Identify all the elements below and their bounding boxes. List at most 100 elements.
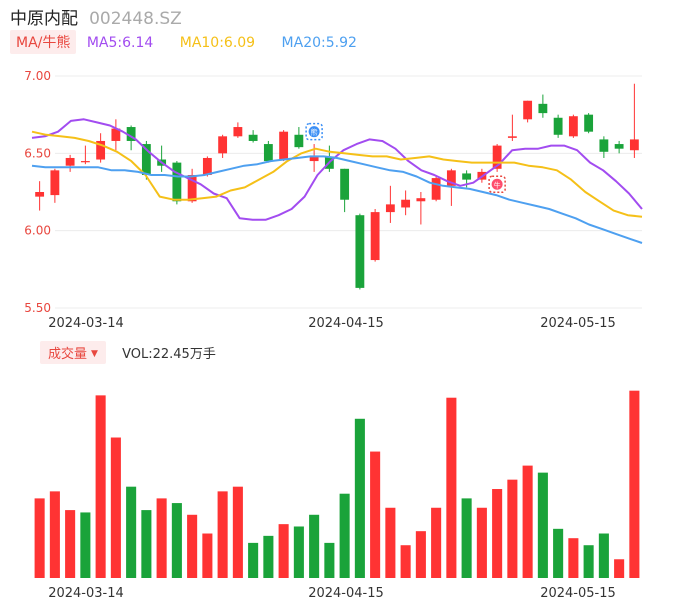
candle-body — [385, 204, 395, 213]
volume-bar — [34, 498, 45, 578]
y-tick-label: 7.00 — [24, 69, 51, 83]
volume-bar — [187, 514, 198, 578]
volume-bar — [476, 507, 487, 578]
candle-body — [126, 127, 136, 141]
volume-indicator-tag[interactable]: 成交量 ▼ — [40, 341, 106, 364]
volume-bar — [415, 531, 426, 578]
candle-body — [523, 100, 533, 120]
volume-bar — [614, 559, 625, 578]
volume-bar — [248, 542, 259, 578]
volume-bar — [156, 498, 167, 578]
volume-bar — [217, 491, 228, 578]
volume-bar — [370, 451, 381, 578]
volume-bar — [202, 533, 213, 578]
volume-bar — [553, 528, 564, 578]
volume-bar — [95, 395, 106, 578]
volume-bar — [110, 437, 121, 578]
ma10-label: MA10:6.09 — [179, 35, 256, 51]
candle-body — [279, 131, 289, 160]
ma10-line — [31, 130, 643, 218]
ma-indicator-tag[interactable]: MA/牛熊 — [10, 30, 77, 54]
volume-bar — [385, 507, 396, 578]
candle-body — [492, 145, 502, 169]
candle-body — [446, 170, 456, 186]
volume-bar — [431, 507, 442, 578]
candle-body — [431, 178, 441, 200]
candle-body — [65, 157, 75, 166]
candle-body — [401, 199, 411, 208]
volume-value: VOL:22.45万手 — [122, 347, 216, 362]
x-tick-label: 2024-04-15 — [308, 586, 384, 601]
ma-legend: MA/牛熊 MA5:6.14 MA10:6.09 MA20:5.92 — [10, 30, 379, 54]
volume-bar — [354, 418, 365, 578]
volume-bar — [583, 545, 594, 578]
candle-body — [584, 114, 594, 132]
volume-bar — [339, 493, 350, 578]
volume-bar — [126, 486, 137, 578]
candle-body — [416, 198, 426, 202]
candle-body — [187, 174, 197, 202]
x-tick-label: 2024-05-15 — [540, 586, 616, 601]
candle-body — [355, 215, 365, 288]
y-tick-label: 6.50 — [24, 146, 51, 160]
bear-marker-icon-label: 熊 — [311, 128, 318, 137]
volume-bar — [232, 486, 243, 578]
candle-body — [111, 128, 121, 141]
volume-bar — [537, 472, 548, 578]
volume-bar — [629, 390, 640, 578]
candle-body — [507, 136, 517, 138]
candle-body — [629, 139, 639, 151]
volume-bar — [568, 538, 579, 578]
candle-body — [172, 162, 182, 202]
volume-bar — [49, 491, 60, 578]
volume-bar — [598, 533, 609, 578]
x-tick-label: 2024-03-14 — [48, 316, 124, 331]
candle-body — [309, 156, 319, 162]
volume-bar — [309, 514, 320, 578]
volume-bar — [278, 524, 289, 578]
candle-body — [50, 170, 60, 196]
volume-bar — [263, 535, 274, 578]
candle-body — [294, 134, 304, 148]
volume-tag-label: 成交量 — [48, 347, 88, 362]
volume-bar — [446, 397, 457, 578]
candle-body — [80, 161, 90, 163]
stock-header: 中原内配 002448.SZ — [10, 4, 182, 29]
x-tick-label: 2024-03-14 — [48, 586, 124, 601]
price-chart[interactable]: 7.00 6.50 6.00 5.50 熊牛 2024-03-14 2024-04-15 20… — [0, 60, 686, 335]
bear-marker-icon: 熊 — [305, 122, 323, 141]
bull-marker-label: 牛 — [494, 180, 501, 189]
volume-bar — [65, 510, 76, 578]
volume-bar — [492, 489, 503, 578]
volume-bar — [293, 526, 304, 578]
bull-marker-dot — [491, 178, 503, 190]
candle-body — [462, 173, 472, 180]
candle-body — [141, 144, 151, 175]
candle-body — [370, 212, 380, 261]
candle-body — [35, 192, 45, 197]
bear-marker-icon-dot — [308, 126, 320, 138]
ma20-line — [31, 155, 643, 244]
volume-bar — [461, 498, 472, 578]
volume-bar — [400, 545, 411, 578]
candle-body — [538, 103, 548, 114]
volume-chart[interactable]: 2024-03-14 2024-04-15 2024-05-15 — [0, 370, 686, 606]
y-tick-label: 5.50 — [24, 301, 51, 315]
candle-body — [568, 116, 578, 137]
volume-bar — [141, 510, 152, 578]
candle-body — [340, 168, 350, 200]
ma5-label: MA5:6.14 — [86, 35, 154, 51]
candle-body — [218, 136, 228, 154]
ma20-label: MA20:5.92 — [281, 35, 357, 51]
candle-body — [202, 157, 212, 175]
volume-bar — [507, 479, 518, 578]
candle-body — [614, 144, 624, 149]
volume-bar — [522, 465, 533, 578]
stock-code: 002448.SZ — [89, 9, 182, 29]
bull-marker-icon: 牛 — [488, 175, 506, 194]
caret-down-icon: ▼ — [91, 349, 98, 359]
candle-body — [553, 117, 563, 135]
candle-body — [599, 139, 609, 152]
ma5-line — [31, 118, 643, 221]
volume-header: 成交量 ▼ VOL:22.45万手 — [40, 341, 216, 364]
